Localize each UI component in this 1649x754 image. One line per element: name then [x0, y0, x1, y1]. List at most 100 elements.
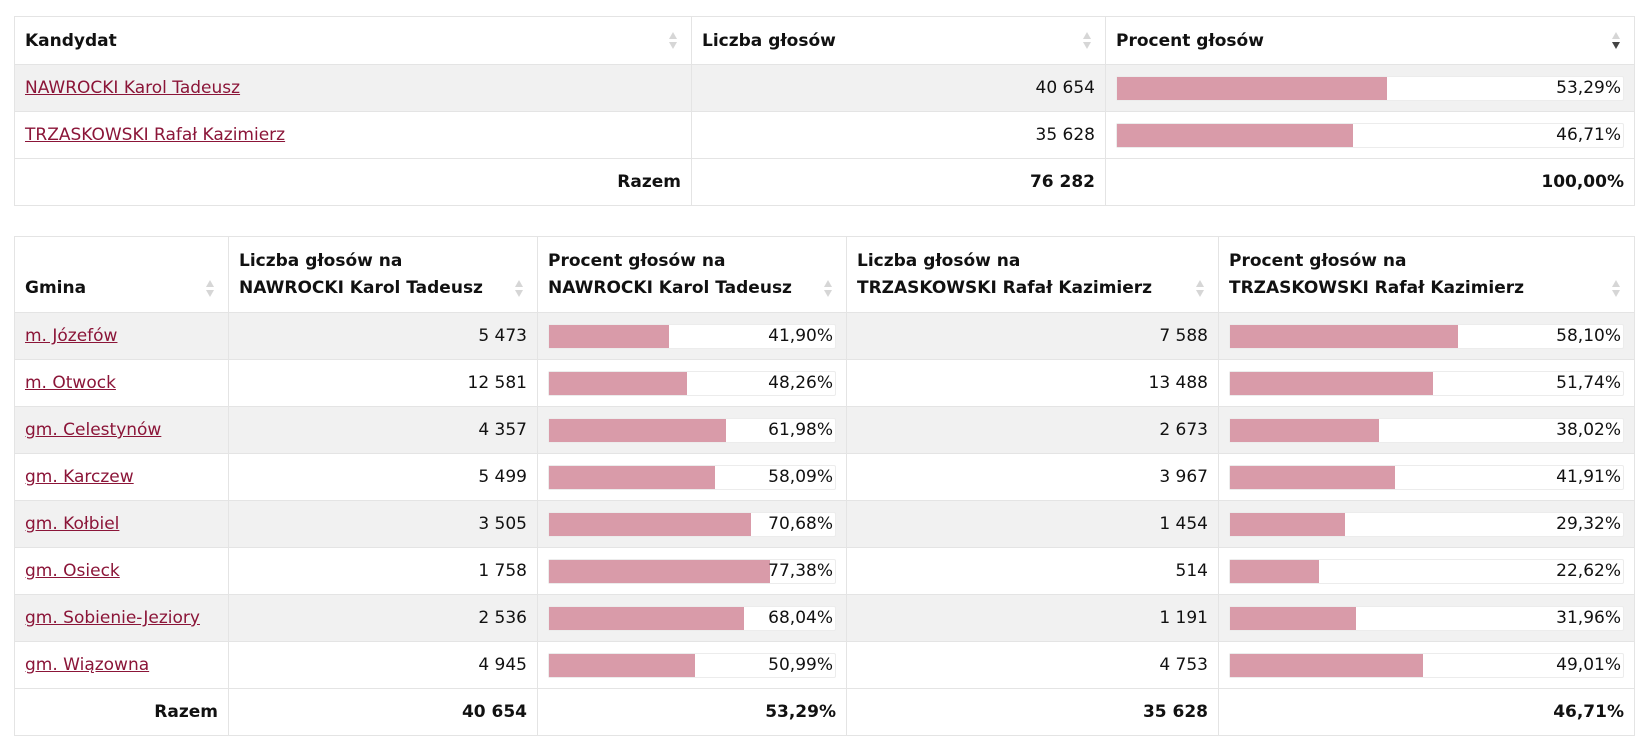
trzaskowski-percent-cell: 41,91% [1218, 453, 1635, 501]
header-trzaskowski-votes[interactable]: Liczba głosów na TRZASKOWSKI Rafał Kazim… [846, 236, 1219, 313]
trzaskowski-votes-cell: 514 [846, 547, 1219, 595]
percent-bar: 41,91% [1229, 464, 1624, 490]
header-kandydat[interactable]: Kandydat [14, 16, 692, 65]
result-link[interactable]: gm. Sobienie-Jeziory [25, 608, 200, 628]
trzaskowski-percent-cell: 29,32% [1218, 500, 1635, 548]
percent-bar-label: 53,29% [1556, 77, 1621, 98]
trzaskowski-percent-cell: 49,01% [1218, 641, 1635, 689]
nawrocki-votes-cell: 2 536 [228, 594, 538, 642]
header-nawrocki-votes[interactable]: Liczba głosów na NAWROCKI Karol Tadeusz [228, 236, 538, 313]
percent-bar-fill [1117, 76, 1387, 100]
percent-bar-fill [549, 512, 752, 536]
nawrocki-votes-cell: 4 357 [228, 406, 538, 454]
result-link[interactable]: gm. Karczew [25, 467, 134, 487]
table-row: m. Otwock 12 581 48,26% 13 488 51,74% [14, 359, 1635, 407]
header-liczba-glosow-label: Liczba głosów [702, 31, 836, 51]
sort-icon[interactable] [206, 279, 214, 299]
percent-bar: 46,71% [1116, 122, 1624, 148]
nawrocki-percent-cell: 48,26% [537, 359, 847, 407]
result-link[interactable]: NAWROCKI Karol Tadeusz [25, 78, 241, 98]
percent-bar: 29,32% [1229, 511, 1624, 537]
sort-icon[interactable] [1196, 279, 1204, 299]
result-link[interactable]: gm. Kołbiel [25, 514, 120, 534]
trzaskowski-votes-cell: 1 191 [846, 594, 1219, 642]
header-line-2: TRZASKOWSKI Rafał Kazimierz [857, 278, 1153, 298]
header-line-1: Liczba głosów na [239, 251, 403, 271]
table-row: NAWROCKI Karol Tadeusz 40 654 53,29% [14, 64, 1635, 112]
percent-bar-fill [549, 418, 727, 442]
header-nawrocki-percent[interactable]: Procent głosów na NAWROCKI Karol Tadeusz [537, 236, 847, 313]
percent-bar-label: 58,10% [1556, 325, 1621, 346]
header-gmina[interactable]: Gmina [14, 236, 229, 313]
summary-header-row: Kandydat Liczba głosów Procent głosów [14, 16, 1635, 65]
percent-bar: 58,09% [548, 464, 836, 490]
sort-icon[interactable] [824, 279, 832, 299]
header-trzaskowski-percent[interactable]: Procent głosów na TRZASKOWSKI Rafał Kazi… [1218, 236, 1635, 313]
percent-bar: 53,29% [1116, 75, 1624, 101]
percent-bar: 22,62% [1229, 558, 1624, 584]
percent-bar-fill [1117, 123, 1354, 147]
percent-bar: 77,38% [548, 558, 836, 584]
result-link[interactable]: gm. Wiązowna [25, 655, 150, 675]
percent-bar-label: 41,91% [1556, 466, 1621, 487]
table-row: gm. Osieck 1 758 77,38% 514 22,62% [14, 547, 1635, 595]
result-link[interactable]: gm. Celestynów [25, 420, 162, 440]
sort-icon[interactable] [1083, 31, 1091, 51]
total-trzaskowski-percent: 46,71% [1218, 688, 1635, 736]
nawrocki-votes-cell: 12 581 [228, 359, 538, 407]
sort-icon[interactable] [669, 31, 677, 51]
result-link[interactable]: m. Otwock [25, 373, 116, 393]
percent-cell: 53,29% [1105, 64, 1635, 112]
percent-bar: 49,01% [1229, 652, 1624, 678]
gminy-header-row: Gmina Liczba głosów na NAWROCKI Karol Ta… [14, 236, 1635, 313]
total-percent: 100,00% [1105, 158, 1635, 206]
total-nawrocki-percent: 53,29% [537, 688, 847, 736]
nawrocki-votes-cell: 4 945 [228, 641, 538, 689]
sort-icon[interactable] [1612, 279, 1620, 299]
percent-bar-label: 49,01% [1556, 654, 1621, 675]
nawrocki-percent-cell: 70,68% [537, 500, 847, 548]
percent-bar: 68,04% [548, 605, 836, 631]
name-cell: gm. Osieck [14, 547, 229, 595]
name-cell: NAWROCKI Karol Tadeusz [14, 64, 692, 112]
percent-bar: 58,10% [1229, 323, 1624, 349]
nawrocki-votes-cell: 5 499 [228, 453, 538, 501]
percent-bar-fill [1230, 606, 1356, 630]
trzaskowski-votes-cell: 7 588 [846, 312, 1219, 360]
trzaskowski-percent-cell: 58,10% [1218, 312, 1635, 360]
percent-bar-fill [1230, 418, 1380, 442]
result-link[interactable]: m. Józefów [25, 326, 118, 346]
name-cell: gm. Celestynów [14, 406, 229, 454]
percent-bar-label: 41,90% [768, 325, 833, 346]
header-line-2: NAWROCKI Karol Tadeusz [239, 278, 483, 298]
percent-bar-fill [549, 324, 669, 348]
percent-bar: 61,98% [548, 417, 836, 443]
nawrocki-percent-cell: 68,04% [537, 594, 847, 642]
sort-icon[interactable] [515, 279, 523, 299]
result-link[interactable]: TRZASKOWSKI Rafał Kazimierz [25, 125, 286, 145]
sort-desc-icon[interactable] [1612, 31, 1620, 51]
percent-bar-label: 77,38% [768, 560, 833, 581]
percent-bar-fill [549, 371, 688, 395]
percent-bar-fill [1230, 465, 1395, 489]
trzaskowski-percent-cell: 31,96% [1218, 594, 1635, 642]
result-link[interactable]: gm. Osieck [25, 561, 120, 581]
name-cell: TRZASKOWSKI Rafał Kazimierz [14, 111, 692, 159]
table-row: TRZASKOWSKI Rafał Kazimierz 35 628 46,71% [14, 111, 1635, 159]
percent-bar: 50,99% [548, 652, 836, 678]
percent-bar-label: 31,96% [1556, 607, 1621, 628]
header-liczba-glosow[interactable]: Liczba głosów [691, 16, 1106, 65]
percent-bar-label: 58,09% [768, 466, 833, 487]
percent-bar: 31,96% [1229, 605, 1624, 631]
percent-bar-fill [1230, 559, 1319, 583]
name-cell: gm. Kołbiel [14, 500, 229, 548]
header-procent-glosow[interactable]: Procent głosów [1105, 16, 1635, 65]
header-gmina-label: Gmina [25, 278, 87, 298]
percent-bar: 48,26% [548, 370, 836, 396]
header-line-2: TRZASKOWSKI Rafał Kazimierz [1229, 278, 1525, 298]
percent-bar-fill [549, 559, 771, 583]
votes-cell: 35 628 [691, 111, 1106, 159]
percent-bar-fill [549, 606, 744, 630]
name-cell: m. Józefów [14, 312, 229, 360]
trzaskowski-votes-cell: 4 753 [846, 641, 1219, 689]
